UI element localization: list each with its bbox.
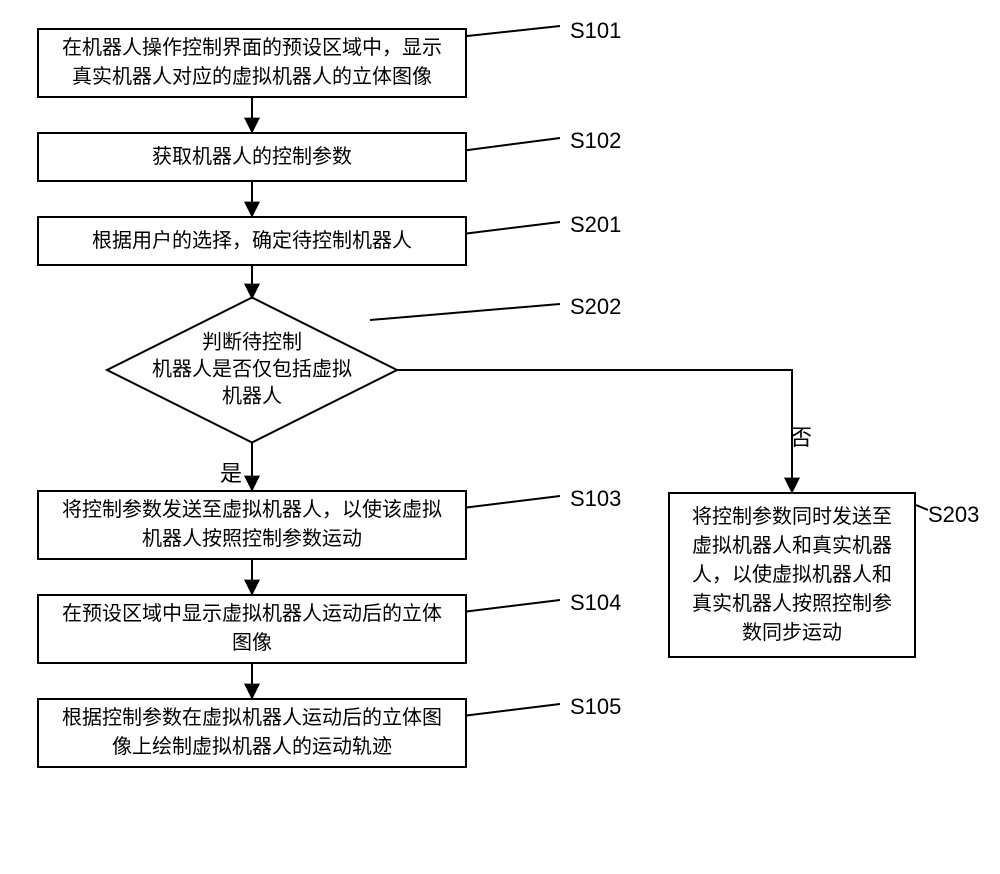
step-label-s102: S102	[570, 128, 621, 154]
edge-label-3: 是	[220, 456, 242, 488]
node-s105: 根据控制参数在虚拟机器人运动后的立体图像上绘制虚拟机器人的运动轨迹	[37, 698, 467, 768]
step-label-s104: S104	[570, 590, 621, 616]
edge-4	[397, 370, 792, 492]
step-label-s203: S203	[928, 502, 979, 528]
node-text: 在预设区域中显示虚拟机器人运动后的立体图像	[62, 600, 442, 658]
node-s203: 将控制参数同时发送至虚拟机器人和真实机器人，以使虚拟机器人和真实机器人按照控制参…	[668, 492, 916, 658]
node-text: 在机器人操作控制界面的预设区域中，显示真实机器人对应的虚拟机器人的立体图像	[62, 34, 442, 92]
node-s102: 获取机器人的控制参数	[37, 132, 467, 182]
node-s201: 根据用户的选择，确定待控制机器人	[37, 216, 467, 266]
edge-label-4: 否	[790, 420, 812, 452]
node-text: 判断待控制 机器人是否仅包括虚拟 机器人	[152, 330, 352, 411]
node-s103: 将控制参数发送至虚拟机器人，以使该虚拟机器人按照控制参数运动	[37, 490, 467, 560]
step-label-s105: S105	[570, 694, 621, 720]
node-s101: 在机器人操作控制界面的预设区域中，显示真实机器人对应的虚拟机器人的立体图像	[37, 28, 467, 98]
step-label-s101: S101	[570, 18, 621, 44]
node-s104: 在预设区域中显示虚拟机器人运动后的立体图像	[37, 594, 467, 664]
step-label-s103: S103	[570, 486, 621, 512]
node-text: 根据用户的选择，确定待控制机器人	[92, 227, 412, 256]
step-label-s202: S202	[570, 294, 621, 320]
node-text: 将控制参数发送至虚拟机器人，以使该虚拟机器人按照控制参数运动	[62, 496, 442, 554]
flowchart-canvas: 在机器人操作控制界面的预设区域中，显示真实机器人对应的虚拟机器人的立体图像获取机…	[0, 0, 1000, 874]
leader-3	[370, 304, 560, 320]
step-label-s201: S201	[570, 212, 621, 238]
node-text: 将控制参数同时发送至虚拟机器人和真实机器人，以使虚拟机器人和真实机器人按照控制参…	[692, 503, 892, 648]
node-s202: 判断待控制 机器人是否仅包括虚拟 机器人	[107, 298, 397, 443]
node-text: 获取机器人的控制参数	[152, 143, 352, 172]
node-text: 根据控制参数在虚拟机器人运动后的立体图像上绘制虚拟机器人的运动轨迹	[62, 704, 442, 762]
leader-5	[916, 505, 928, 510]
